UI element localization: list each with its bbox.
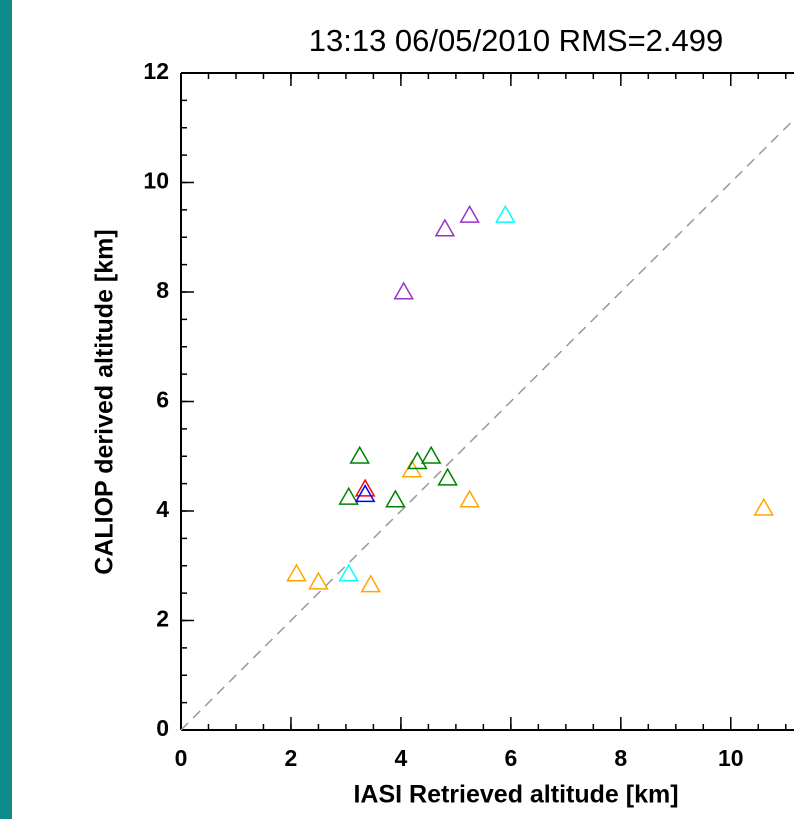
y-tick-label: 6: [156, 387, 169, 413]
point: [354, 478, 376, 497]
point: [753, 497, 775, 516]
point: [437, 467, 458, 486]
point: [459, 489, 480, 508]
x-tick-label: 8: [614, 745, 627, 771]
point: [495, 204, 516, 223]
x-tick-label: 6: [504, 745, 517, 771]
y-tick-label: 12: [143, 58, 169, 84]
point: [434, 218, 456, 237]
point: [354, 484, 376, 503]
chart-title: 13:13 06/05/2010 RMS=2.499: [309, 23, 724, 58]
side-bar: [0, 0, 12, 819]
x-tick-label: 10: [718, 745, 744, 771]
point: [286, 563, 307, 582]
point: [349, 445, 370, 464]
x-tick-label: 2: [285, 745, 298, 771]
y-tick-label: 2: [156, 606, 169, 632]
point: [360, 574, 381, 593]
x-tick-label: 0: [175, 745, 188, 771]
point: [407, 451, 428, 470]
point: [420, 445, 442, 464]
y-tick-label: 10: [143, 168, 169, 194]
x-axis-label: IASI Retrieved altitude [km]: [353, 781, 678, 809]
point: [308, 571, 329, 590]
point: [459, 204, 480, 223]
y-tick-label: 4: [156, 496, 169, 522]
point: [338, 563, 359, 582]
point: [393, 281, 414, 300]
one-to-one-line: [180, 119, 794, 731]
y-tick-label: 8: [156, 277, 169, 303]
x-tick-label: 4: [395, 745, 408, 771]
y-tick-label: 0: [156, 715, 169, 741]
point: [338, 486, 359, 505]
y-axis-label: CALIOP derived altitude [km]: [91, 229, 119, 574]
point: [385, 489, 406, 508]
